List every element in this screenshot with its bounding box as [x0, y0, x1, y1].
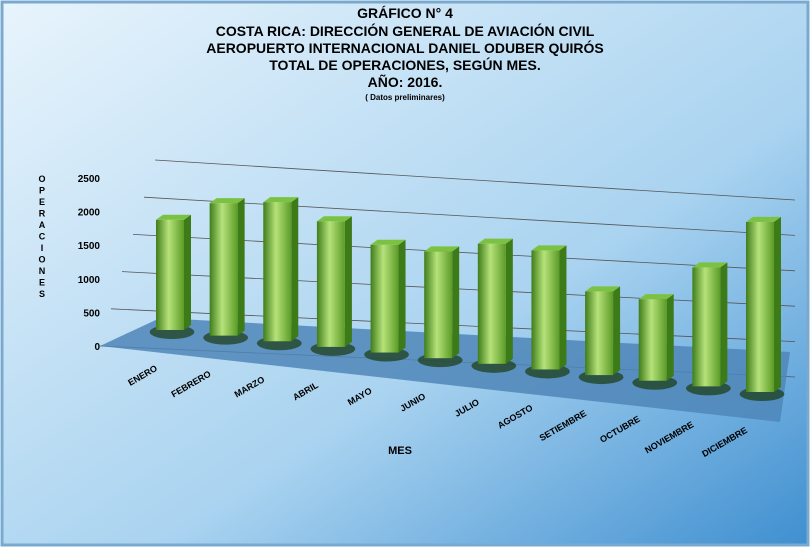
x-axis-label: MES [388, 445, 412, 457]
subtitle: AÑO: 2016. [368, 73, 443, 90]
grid-line [154, 159, 796, 201]
bar [256, 197, 302, 351]
bar-top [585, 286, 621, 292]
note: ( Datos preliminares) [365, 93, 445, 102]
bar-top [156, 214, 191, 220]
bar-side [666, 294, 674, 381]
bar-side [559, 245, 567, 370]
bar-side [184, 214, 191, 330]
bar-side [613, 286, 621, 376]
bar-front [370, 244, 399, 353]
bar-front [263, 202, 292, 342]
bar-front [316, 221, 345, 347]
bar-top [316, 216, 352, 222]
bar [525, 245, 570, 379]
bar-side [452, 246, 460, 359]
bar [310, 216, 356, 356]
bar [685, 262, 731, 396]
bar-front [531, 250, 560, 370]
bar-top [424, 246, 460, 252]
bar-top [263, 197, 299, 203]
subtitle: TOTAL DE OPERACIONES, SEGÚN MES. [269, 56, 540, 73]
bar-front [585, 291, 614, 376]
chart-title: GRÁFICO N° 4 [357, 5, 453, 21]
bar-top [370, 239, 406, 245]
bar-side [505, 238, 513, 364]
bar [149, 214, 195, 339]
bar-front [692, 267, 721, 387]
bar [364, 239, 409, 362]
bar [471, 238, 517, 373]
bar [203, 198, 249, 345]
bar-top [477, 238, 513, 244]
subtitle: AEROPUERTO INTERNACIONAL DANIEL ODUBER Q… [206, 39, 603, 56]
bar-front [477, 243, 506, 364]
bar-side [237, 198, 245, 336]
bar-side [291, 197, 299, 342]
bar-front [746, 221, 774, 392]
bar [578, 286, 624, 385]
y-tick-label: 2500 [78, 174, 101, 185]
y-tick-label: 1500 [78, 241, 101, 252]
bar [632, 294, 678, 390]
grid-line [143, 196, 796, 236]
bar-front [156, 219, 184, 330]
bar-side [720, 262, 728, 387]
bar-top [692, 262, 728, 268]
bar-front [424, 251, 453, 359]
bar-top [638, 294, 674, 300]
bar [417, 246, 463, 368]
y-tick-label: 0 [94, 342, 100, 353]
bar-front [638, 299, 667, 381]
bar-side [344, 216, 352, 347]
bar-top [746, 216, 781, 222]
bar-front [209, 203, 238, 336]
bar-side [774, 216, 781, 392]
bar-side [398, 239, 406, 353]
bar [739, 216, 785, 401]
bar-top [209, 198, 245, 204]
y-tick-label: 500 [83, 308, 100, 319]
subtitle: COSTA RICA: DIRECCIÓN GENERAL DE AVIACIÓ… [216, 22, 595, 39]
bar-top [531, 245, 567, 251]
y-tick-label: 1000 [78, 275, 101, 286]
y-tick-label: 2000 [78, 208, 101, 219]
